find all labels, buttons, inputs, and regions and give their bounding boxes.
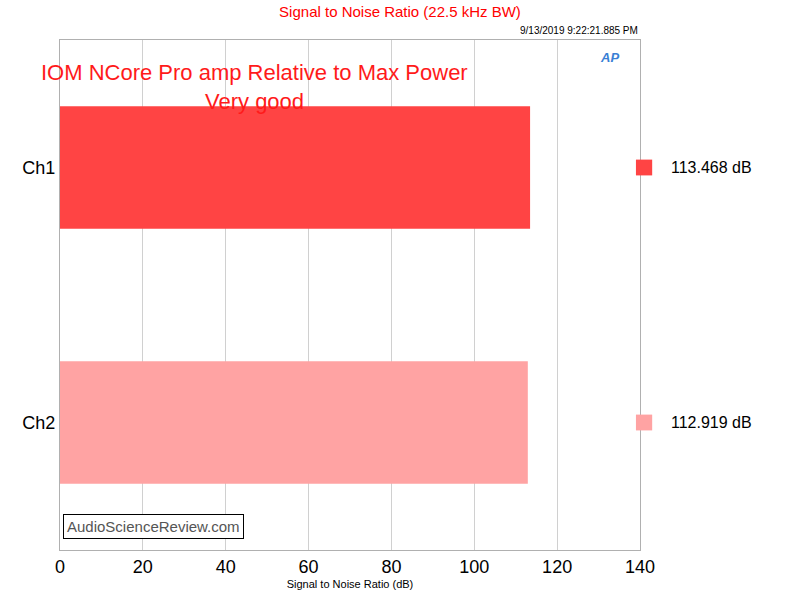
svg-text:Ch1: Ch1 (22, 158, 55, 178)
svg-text:Signal to Noise Ratio (dB): Signal to Noise Ratio (dB) (287, 578, 414, 590)
svg-text:AudioScienceReview.com: AudioScienceReview.com (67, 518, 240, 535)
svg-text:113.468 dB: 113.468 dB (671, 159, 752, 176)
svg-text:100: 100 (459, 557, 489, 577)
svg-text:AP: AP (600, 50, 619, 65)
svg-text:9/13/2019 9:22:21.885 PM: 9/13/2019 9:22:21.885 PM (520, 25, 638, 36)
svg-text:0: 0 (55, 557, 65, 577)
svg-text:60: 60 (299, 557, 319, 577)
svg-text:40: 40 (216, 557, 236, 577)
svg-text:Very good: Very good (205, 89, 304, 114)
svg-text:112.919 dB: 112.919 dB (671, 414, 752, 431)
svg-text:20: 20 (133, 557, 153, 577)
svg-text:IOM NCore Pro amp Relative to: IOM NCore Pro amp Relative to Max Power (41, 60, 468, 85)
svg-text:120: 120 (542, 557, 572, 577)
svg-text:140: 140 (625, 557, 655, 577)
svg-text:Ch2: Ch2 (22, 413, 55, 433)
svg-text:Signal to Noise Ratio (22.5 kH: Signal to Noise Ratio (22.5 kHz BW) (279, 3, 521, 20)
svg-text:80: 80 (381, 557, 401, 577)
